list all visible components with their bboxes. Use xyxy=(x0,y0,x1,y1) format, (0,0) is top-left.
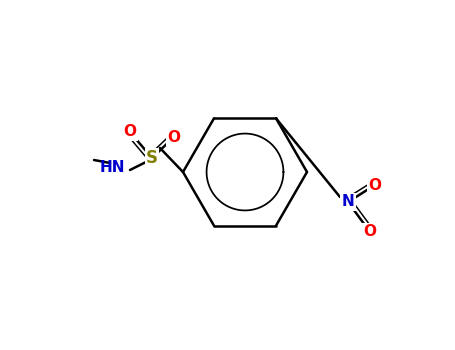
Text: O: O xyxy=(364,224,376,239)
Text: O: O xyxy=(167,130,181,145)
Text: O: O xyxy=(123,125,136,140)
Text: S: S xyxy=(146,149,158,167)
Text: N: N xyxy=(342,195,354,210)
Text: O: O xyxy=(369,177,381,192)
Text: HN: HN xyxy=(99,161,125,175)
